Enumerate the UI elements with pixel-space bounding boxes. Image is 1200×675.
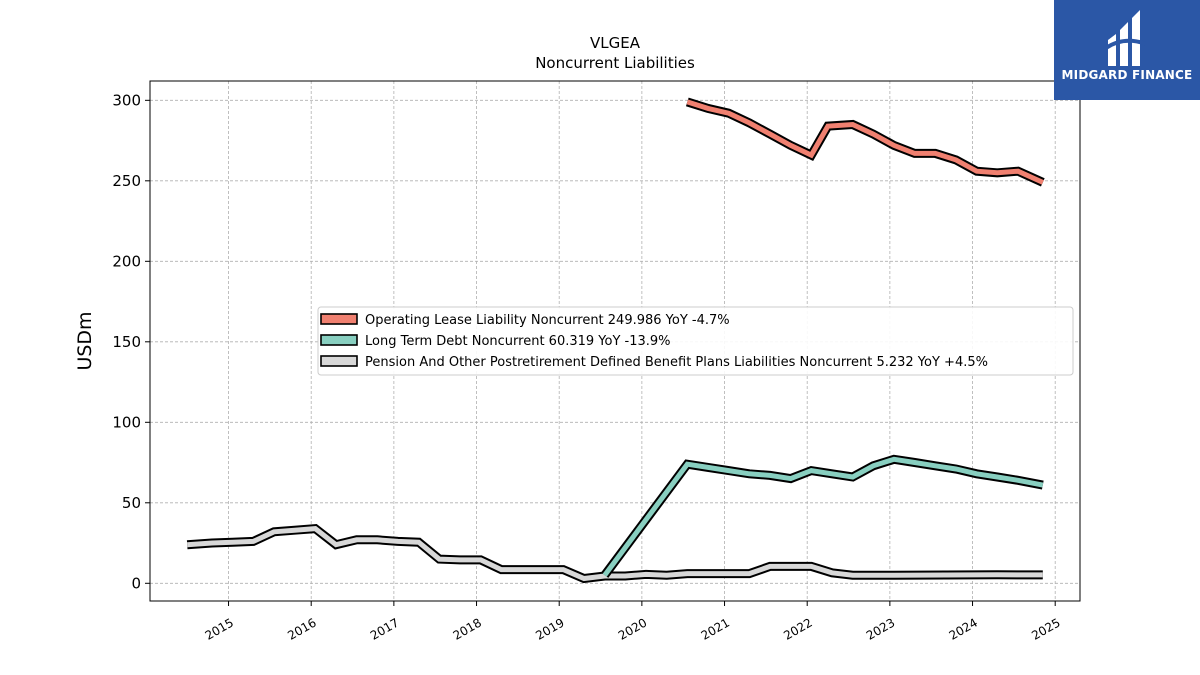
brand-logo: MIDGARD FINANCE (1054, 0, 1200, 100)
y-tick-label: 250 (112, 172, 141, 190)
y-tick-label: 0 (131, 574, 141, 592)
legend-swatch-1 (320, 334, 358, 346)
x-tick-label: 2023 (864, 615, 897, 642)
x-tick-label: 2016 (285, 615, 318, 642)
x-ticks: 2015 2016 2017 2018 2019 2020 2021 2022 2023 2024… (203, 601, 1063, 643)
series-1-line (602, 456, 1044, 577)
x-tick-label: 2017 (368, 615, 401, 642)
series-2-line (187, 526, 1043, 582)
x-tick-label: 2024 (947, 615, 980, 642)
x-tick-label: 2021 (699, 615, 732, 642)
series-lines (186, 97, 1045, 584)
x-tick-label: 2025 (1029, 615, 1062, 642)
y-tick-label: 200 (112, 252, 141, 270)
legend: Operating Lease Liability Noncurrent 249… (317, 306, 1074, 376)
series-2-outline (186, 523, 1043, 584)
legend-box (317, 306, 1074, 376)
y-tick-label: 150 (112, 333, 141, 351)
logo-text: MIDGARD FINANCE (1061, 68, 1193, 82)
y-axis-label: USDm (74, 311, 96, 370)
legend-swatch-0 (320, 313, 358, 325)
y-tick-label: 300 (112, 91, 141, 109)
series-1-outline (601, 454, 1044, 578)
legend-label-1: Long Term Debt Noncurrent 60.319 YoY -13… (365, 334, 671, 349)
legend-label-2: Pension And Other Postretirement Defined… (365, 355, 988, 370)
legend-swatch-2 (320, 355, 358, 367)
chart-subtitle: Noncurrent Liabilities (535, 54, 695, 72)
y-tick-label: 100 (112, 413, 141, 431)
x-tick-label: 2020 (616, 615, 649, 642)
x-tick-label: 2019 (533, 615, 566, 642)
x-tick-label: 2015 (203, 615, 236, 642)
x-tick-label: 2022 (781, 615, 814, 642)
plot-frame (149, 80, 1081, 602)
y-tick-label: 50 (122, 494, 141, 512)
logo-mark-icon (1104, 10, 1147, 66)
x-tick-label: 2018 (451, 615, 484, 642)
series-0-line (686, 99, 1044, 185)
y-ticks: 0 50 100 150 200 250 300 (112, 91, 150, 592)
chart-title: VLGEA (590, 34, 641, 52)
legend-label-0: Operating Lease Liability Noncurrent 249… (365, 313, 730, 328)
